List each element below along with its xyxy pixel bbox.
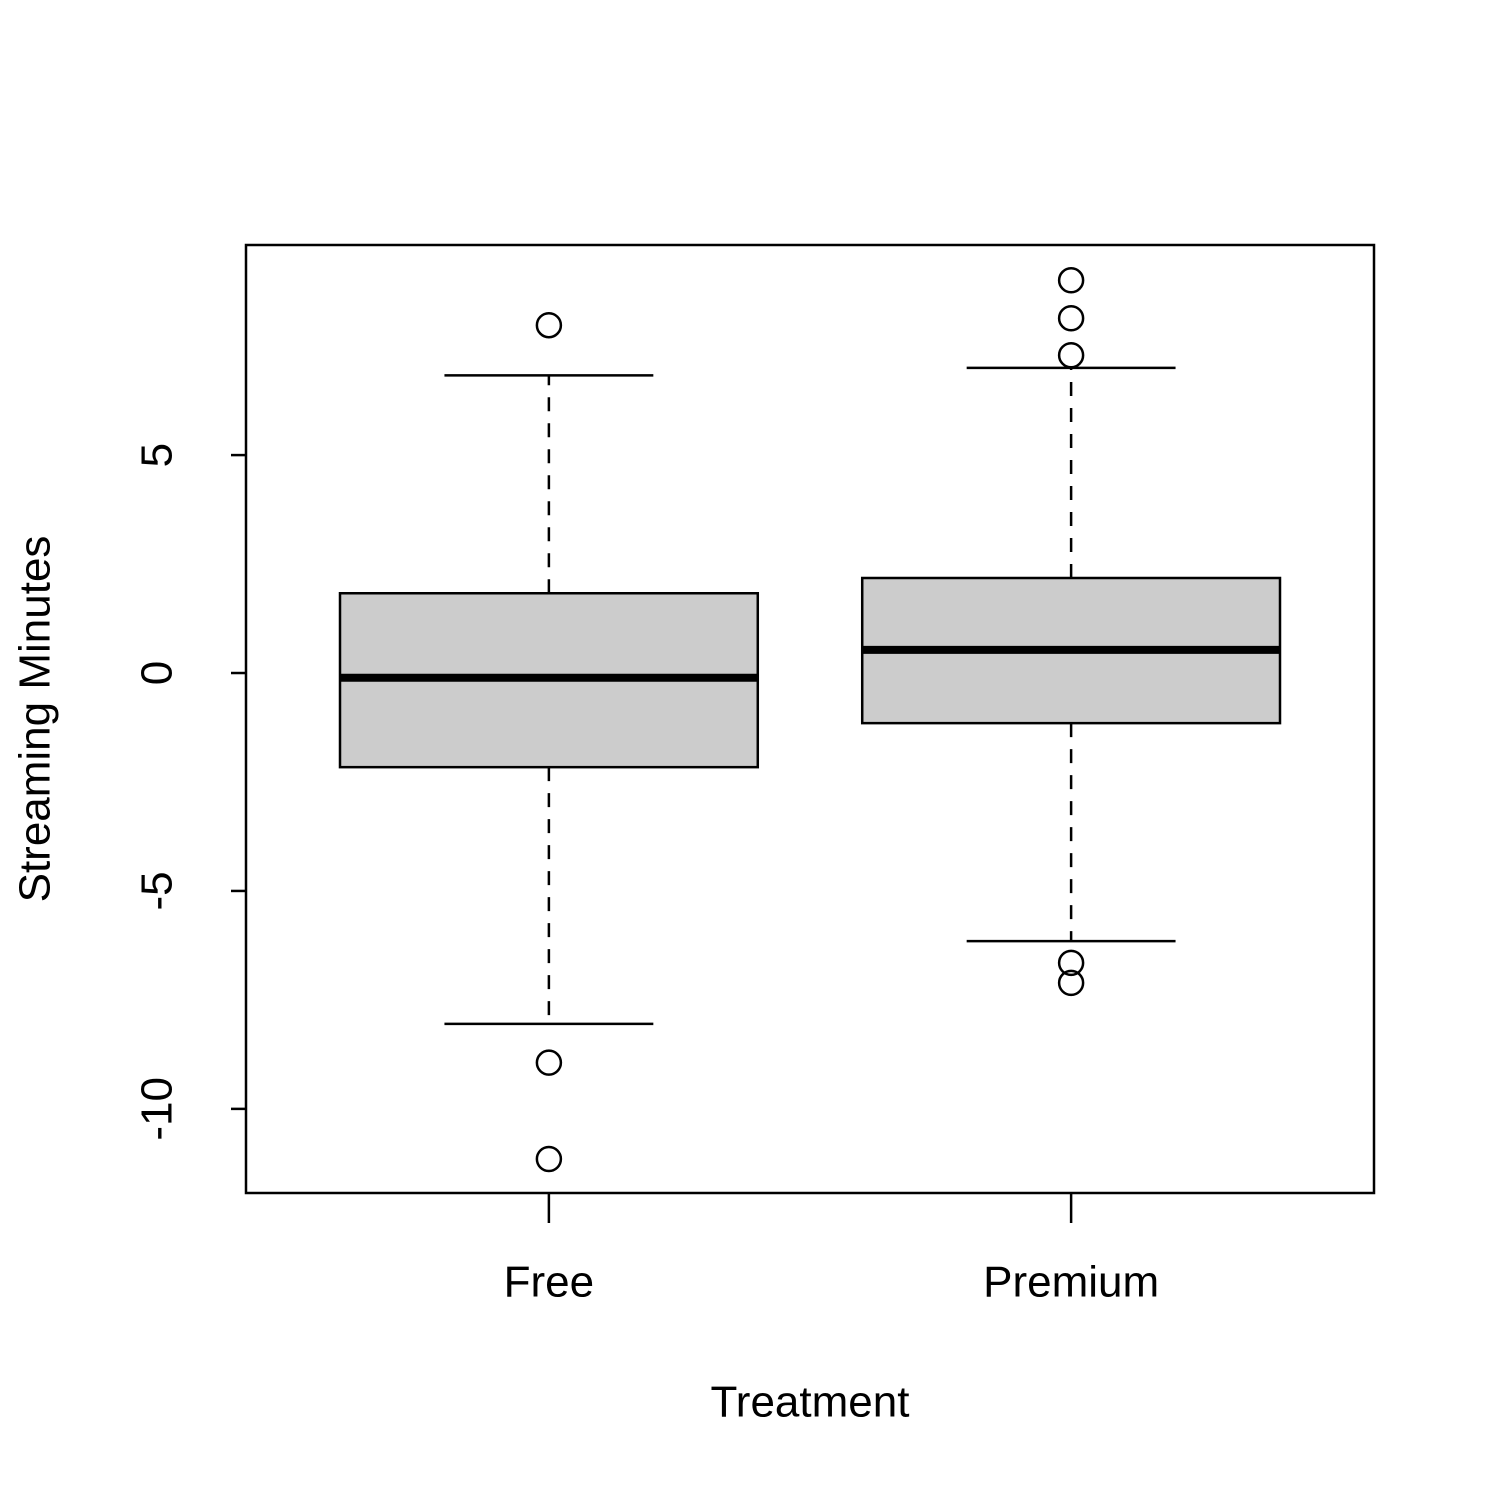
y-tick-label: 0: [133, 661, 182, 685]
y-tick-label: -5: [133, 871, 182, 910]
outlier: [1057, 949, 1085, 977]
x-axis-title: Treatment: [711, 1378, 910, 1427]
outlier: [535, 1049, 563, 1076]
outlier: [535, 311, 563, 339]
y-axis-title: Streaming Minutes: [11, 536, 60, 903]
outlier: [1057, 342, 1085, 369]
x-tick-label: Premium: [983, 1258, 1159, 1307]
outlier: [1057, 267, 1085, 294]
y-tick-label: -10: [133, 1077, 182, 1141]
x-tick-label: Free: [504, 1258, 594, 1307]
y-tick-label: 5: [133, 443, 182, 467]
outlier: [1057, 969, 1085, 997]
outlier: [535, 1145, 563, 1173]
outlier: [1057, 304, 1085, 332]
plot-frame: [244, 243, 1376, 1195]
